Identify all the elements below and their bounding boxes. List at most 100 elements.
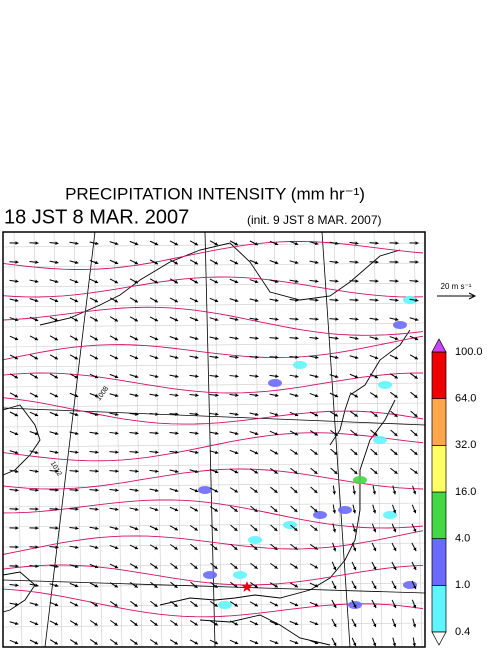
grid-line: [3, 283, 425, 287]
wind-arrow-head: [395, 298, 398, 302]
colorbar-over: [432, 339, 446, 352]
grid-line: [3, 363, 425, 367]
coastline: [160, 400, 395, 605]
grid-line: [3, 383, 425, 387]
wind-arrow-head: [15, 583, 18, 587]
precipitation-area: [313, 511, 327, 519]
isobar-label: 1012: [49, 460, 63, 477]
wind-arrow-head: [395, 241, 398, 245]
parallel: [3, 408, 425, 425]
map: 1008 1012: [3, 232, 425, 647]
colorbar-label: 1.0: [455, 579, 470, 591]
colorbar-label: 64.0: [455, 393, 476, 405]
grid-line: [354, 232, 362, 647]
colorbar-label: 100.0: [455, 346, 483, 358]
wind-arrow-head: [55, 526, 58, 530]
wind-arrow-head: [155, 412, 158, 416]
precipitation-area: [248, 536, 262, 544]
wind-arrow-head: [35, 564, 38, 568]
wind-arrow-head: [415, 279, 418, 283]
wind-arrow-head: [35, 241, 38, 245]
precipitation-area: [198, 486, 212, 494]
wind-arrow-head: [415, 241, 418, 245]
grid-line: [3, 523, 425, 527]
colorbar-label: 32.0: [455, 439, 476, 451]
wind-arrow-head: [335, 298, 338, 302]
wind-arrow-head: [95, 488, 98, 492]
wind-arrow-head: [15, 470, 18, 474]
grid-line: [134, 232, 142, 647]
isobar: [3, 433, 423, 461]
wind-arrow-head: [195, 412, 198, 416]
wind-arrow-head: [95, 242, 98, 246]
wind-arrow-head: [75, 261, 78, 264]
grid-line: [54, 232, 62, 647]
wind-arrow-head: [373, 491, 377, 494]
precipitation-area: [393, 321, 407, 329]
wind-arrow-head: [195, 337, 198, 340]
wind-arrow-head: [255, 336, 258, 340]
wind-arrow-head: [375, 337, 378, 340]
precipitation-area: [378, 381, 392, 389]
grid-line: [174, 232, 182, 647]
wind-arrow-head: [295, 394, 298, 397]
isobar: [3, 307, 423, 335]
isobar-label: 1008: [95, 385, 110, 402]
wind-arrow-head: [55, 241, 58, 245]
wind-arrow-head: [375, 241, 378, 245]
wind-arrow-head: [75, 526, 78, 530]
wind-arrow-head: [373, 510, 376, 513]
wind-arrow-head: [155, 489, 158, 493]
wind-arrow-head: [115, 488, 118, 492]
wind-arrow-head: [333, 529, 336, 532]
precipitation-area: [373, 436, 387, 444]
wind-arrow-head: [15, 507, 18, 511]
wind-arrow-head: [353, 510, 357, 513]
wind-arrow-head: [75, 469, 78, 473]
init-time: (init. 9 JST 8 MAR. 2007): [247, 213, 382, 227]
grid-line: [94, 232, 102, 647]
colorbar-segment: [432, 585, 446, 632]
colorbar-label: 4.0: [455, 533, 470, 545]
reference-vector-label: 20 m s⁻¹: [441, 282, 472, 291]
precipitation-area: [233, 571, 247, 579]
wind-arrow-head: [135, 394, 138, 398]
wind-arrow-head: [35, 280, 38, 284]
wind-arrow-head: [215, 451, 218, 454]
grid-line: [3, 303, 425, 307]
precipitation-area: [338, 506, 352, 514]
wind-arrow-head: [275, 336, 278, 340]
grid-line: [194, 232, 202, 647]
wind-arrow-head: [15, 488, 18, 492]
precipitation-area: [218, 601, 232, 609]
wind-arrow-head: [275, 355, 278, 359]
wind-arrow-head: [135, 469, 138, 473]
precipitation-area: [293, 361, 307, 369]
colorbar-under: [432, 632, 446, 645]
wind-arrow-head: [375, 279, 378, 283]
wind-arrow-head: [393, 643, 396, 646]
precipitation-area: [268, 379, 282, 387]
valid-time: 18 JST 8 MAR. 2007: [4, 206, 189, 228]
grid-line: [294, 232, 302, 647]
grid-line: [3, 323, 425, 327]
grid-line: [3, 423, 425, 427]
precipitation-area: [203, 571, 217, 579]
colorbar-segment: [432, 445, 446, 492]
wind-arrow-head: [115, 527, 118, 530]
wind-arrow-head: [375, 298, 378, 302]
wind-arrow-head: [15, 241, 18, 245]
wind-arrow-head: [315, 336, 318, 340]
wind-arrow-head: [355, 298, 358, 302]
wind-arrow-head: [175, 470, 178, 474]
colorbar-segment: [432, 492, 446, 539]
grid-line: [3, 263, 425, 267]
wind-arrow-head: [315, 317, 318, 321]
wind-arrow-head: [55, 507, 58, 511]
colorbar-label: 0.4: [455, 626, 470, 638]
wind-arrow-head: [315, 298, 318, 302]
precipitation-area: [283, 521, 297, 529]
grid-line: [3, 343, 425, 347]
